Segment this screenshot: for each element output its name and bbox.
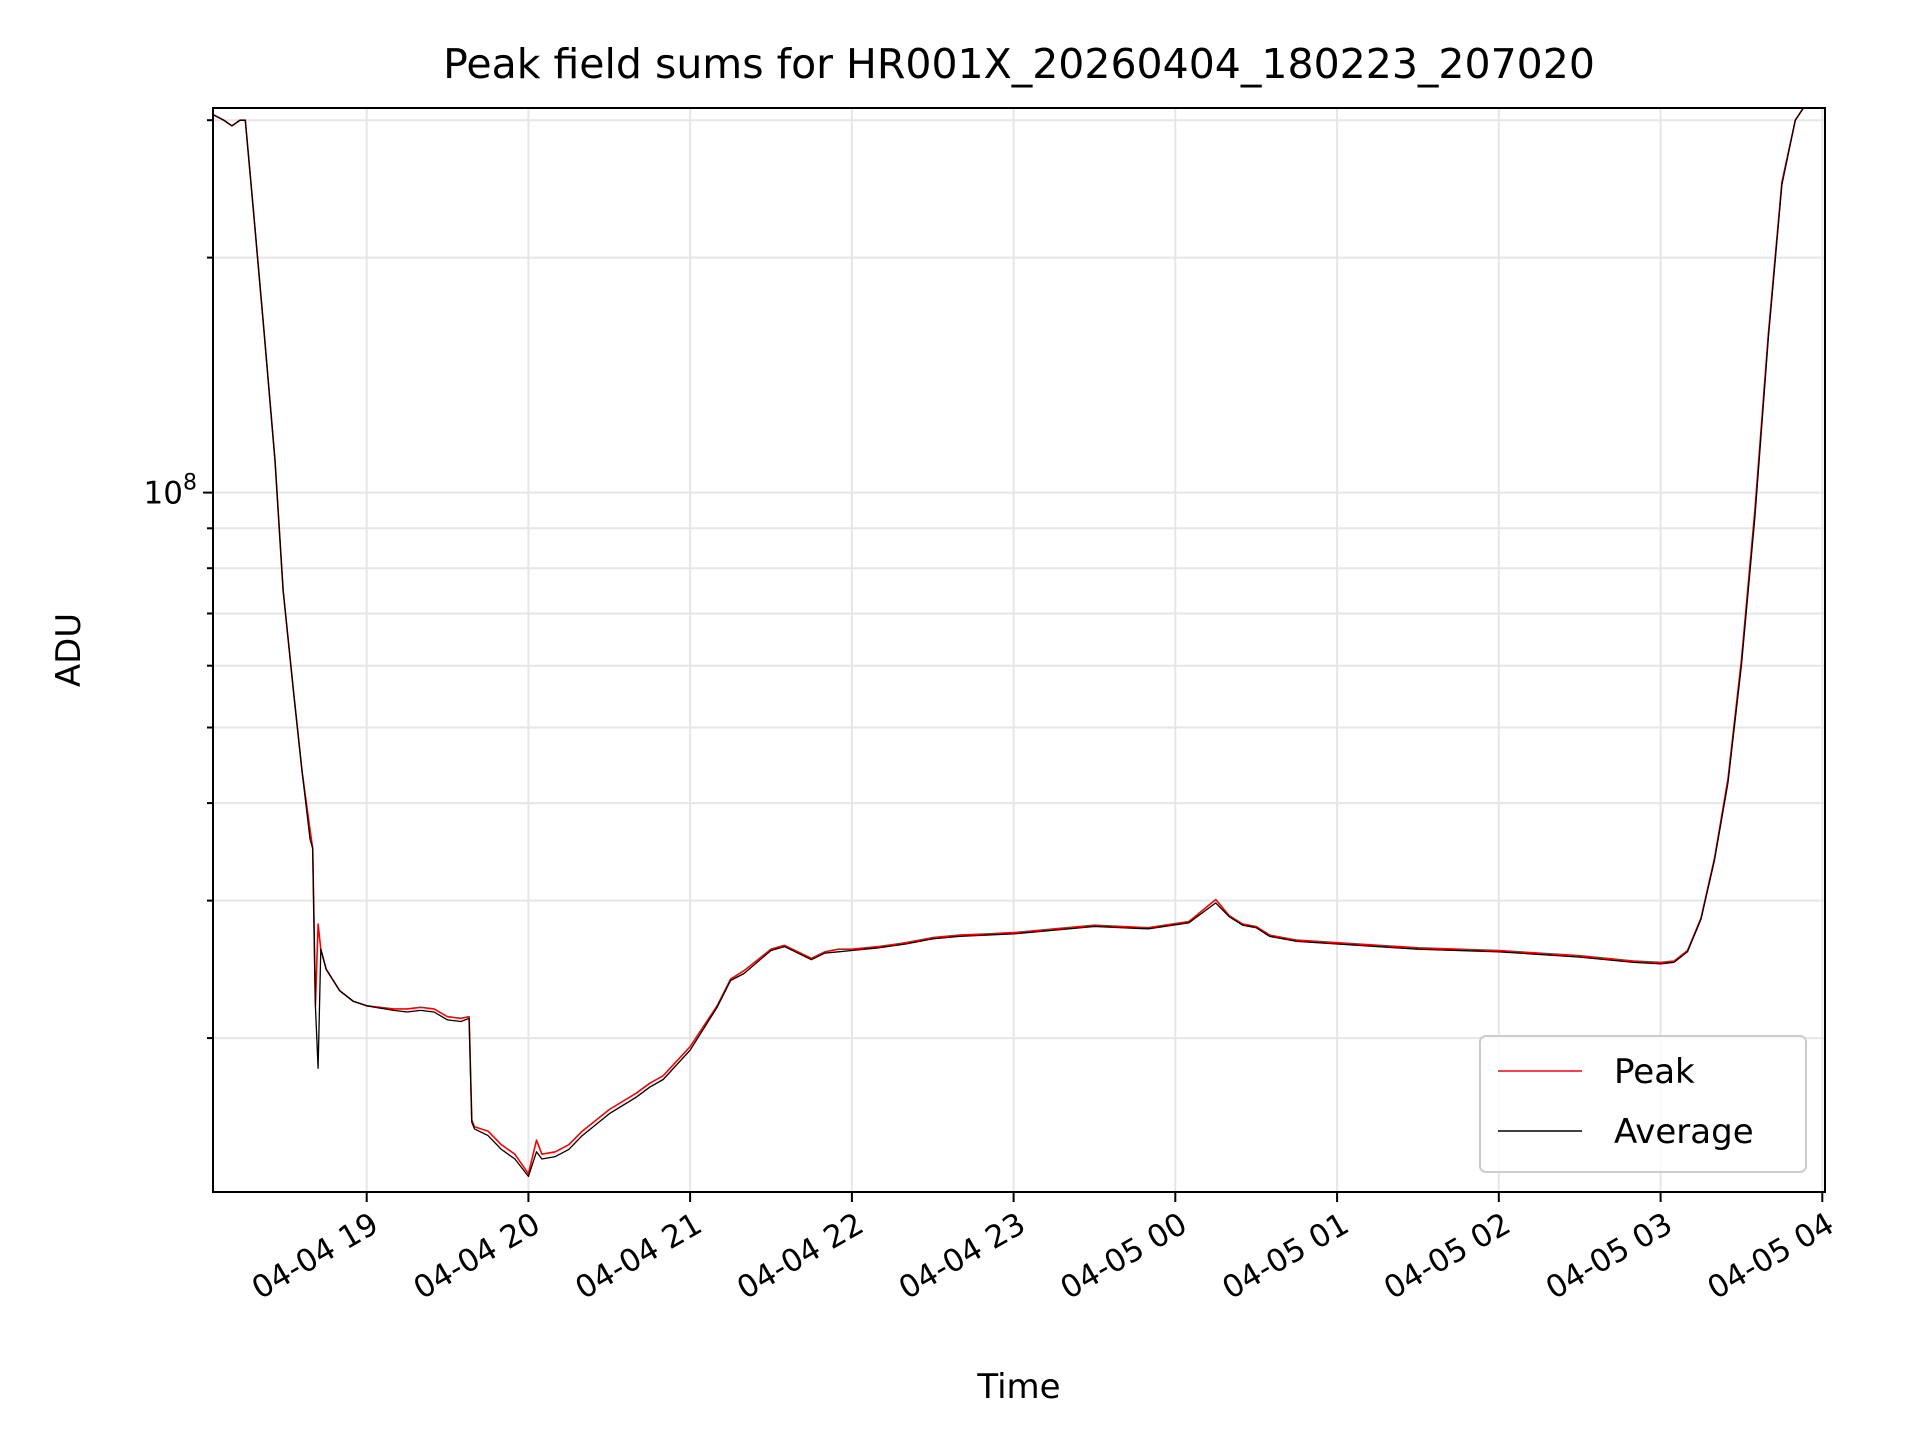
x-axis-label: Time (976, 1367, 1060, 1407)
y-tick-label: 108 (144, 471, 197, 512)
chart-title: Peak field sums for HR001X_20260404_1802… (443, 40, 1595, 88)
legend-label-average: Average (1614, 1112, 1754, 1152)
legend-label-peak: Peak (1614, 1052, 1695, 1092)
legend: Peak Average (1479, 1035, 1807, 1173)
series-line-peak (212, 107, 1812, 1175)
series-layer (212, 107, 1812, 1178)
legend-box (1479, 1035, 1807, 1173)
series-line-average (212, 107, 1812, 1178)
plot-frame (212, 107, 1826, 1193)
y-axis-label: ADU (49, 613, 89, 687)
